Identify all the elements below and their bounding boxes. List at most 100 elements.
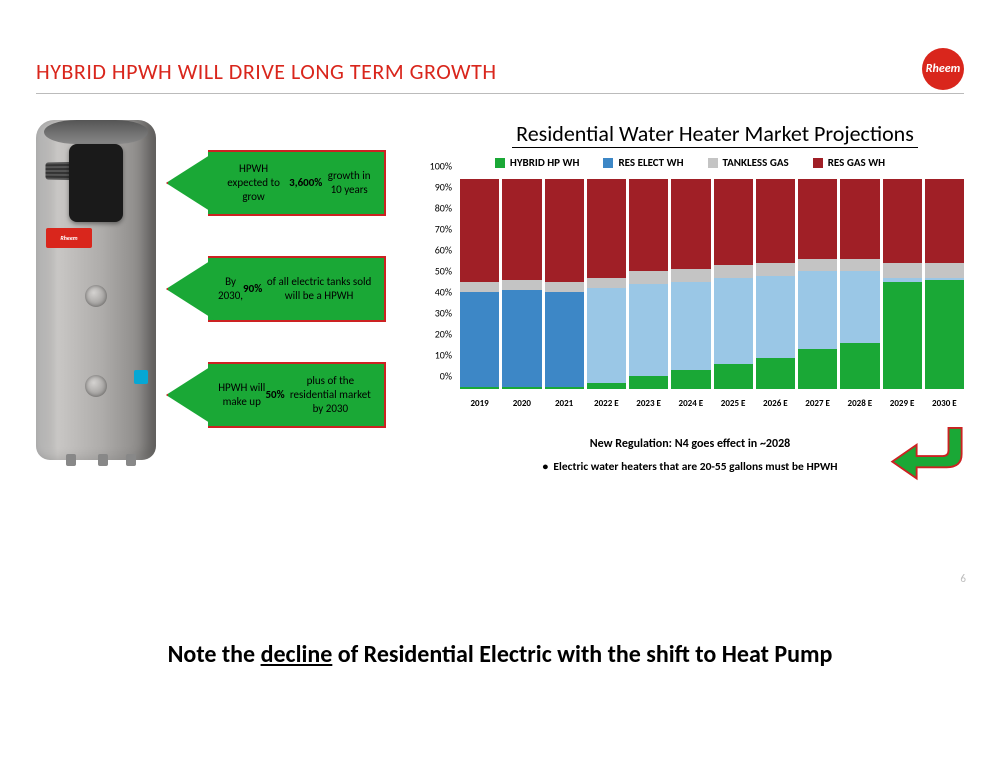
bar-segment (798, 349, 837, 389)
bar-segment (671, 269, 710, 282)
x-tick-label: 2030 E (923, 398, 966, 409)
footer-note: Note the decline of Residential Electric… (0, 640, 1000, 669)
y-tick-label: 0% (440, 370, 452, 383)
callout-arrow: HPWH will make up 50% plus of the reside… (166, 362, 386, 428)
bar-segment (756, 263, 795, 276)
bar-segment (629, 376, 668, 389)
callout-arrow: HPWH expected to grow 3,600% growth in 1… (166, 150, 386, 216)
x-tick-label: 2026 E (754, 398, 797, 409)
bar-segment (587, 383, 626, 389)
bar-column: 2019 (460, 179, 499, 389)
chart-notes: New Regulation: N4 goes effect in ~2028 … (416, 435, 964, 476)
y-axis: 0%10%20%30%40%50%60%70%80%90%100% (416, 179, 456, 389)
heater-brand-label: Rheem (46, 228, 92, 248)
bars-row: 2019202020212022 E2023 E2024 E2025 E2026… (460, 179, 964, 389)
bar-segment (798, 259, 837, 272)
legend-swatch (813, 158, 823, 168)
bar-segment (671, 370, 710, 389)
bar-segment (756, 276, 795, 358)
x-tick-label: 2025 E (712, 398, 755, 409)
y-tick-label: 80% (435, 202, 452, 215)
x-tick-label: 2019 (458, 398, 501, 409)
page-title: HYBRID HPWH WILL DRIVE LONG TERM GROWTH (36, 58, 497, 85)
bar-segment (840, 179, 879, 259)
bar-segment (587, 179, 626, 278)
x-tick-label: 2023 E (627, 398, 670, 409)
bar-segment (840, 259, 879, 272)
y-tick-label: 30% (435, 307, 452, 320)
energy-star-icon (134, 370, 148, 384)
bar-column: 2028 E (840, 179, 879, 389)
bar-column: 2029 E (883, 179, 922, 389)
bar-segment (756, 358, 795, 390)
y-tick-label: 40% (435, 286, 452, 299)
bar-segment (798, 179, 837, 259)
chart-column: Residential Water Heater Market Projecti… (416, 120, 964, 476)
bar-segment (545, 179, 584, 282)
bar-segment (587, 278, 626, 289)
y-tick-label: 70% (435, 223, 452, 236)
bar-segment (545, 282, 584, 293)
bar-segment (502, 179, 541, 280)
bar-segment (545, 387, 584, 389)
bar-segment (798, 271, 837, 349)
bar-segment (545, 292, 584, 387)
bar-column: 2027 E (798, 179, 837, 389)
legend-item: HYBRID HP WH (495, 156, 580, 169)
callout-text: HPWH expected to grow 3,600% growth in 1… (214, 150, 380, 216)
bar-segment (460, 292, 499, 387)
y-tick-label: 20% (435, 328, 452, 341)
bar-column: 2030 E (925, 179, 964, 389)
legend-swatch (603, 158, 613, 168)
chart-note-line1: New Regulation: N4 goes effect in ~2028 (416, 435, 964, 453)
water-heater-image: Rheem (36, 120, 156, 460)
bar-segment (883, 282, 922, 389)
legend-item: RES GAS WH (813, 156, 885, 169)
x-tick-label: 2022 E (585, 398, 628, 409)
bar-segment (883, 263, 922, 278)
x-tick-label: 2021 (543, 398, 586, 409)
bar-segment (840, 271, 879, 342)
bar-segment (460, 387, 499, 389)
bar-segment (671, 282, 710, 370)
bar-segment (460, 282, 499, 293)
legend-item: TANKLESS GAS (708, 156, 789, 169)
bar-column: 2026 E (756, 179, 795, 389)
bar-segment (925, 263, 964, 278)
bar-segment (629, 179, 668, 271)
title-bar: HYBRID HPWH WILL DRIVE LONG TERM GROWTH … (36, 58, 964, 94)
legend-swatch (708, 158, 718, 168)
legend-swatch (495, 158, 505, 168)
bar-column: 2020 (502, 179, 541, 389)
legend-label: TANKLESS GAS (723, 156, 789, 169)
bar-segment (840, 343, 879, 389)
callout-arrows: HPWH expected to grow 3,600% growth in 1… (166, 150, 386, 476)
bar-column: 2023 E (629, 179, 668, 389)
page-number: 6 (960, 572, 966, 585)
legend-label: RES ELECT WH (618, 156, 683, 169)
bar-segment (502, 280, 541, 291)
y-tick-label: 90% (435, 181, 452, 194)
chart-title: Residential Water Heater Market Projecti… (512, 120, 918, 148)
chart-area: 0%10%20%30%40%50%60%70%80%90%100% 201920… (460, 179, 964, 409)
bar-segment (883, 179, 922, 263)
bar-segment (925, 179, 964, 263)
brand-logo: Rheem (922, 48, 964, 90)
legend-label: HYBRID HP WH (510, 156, 580, 169)
bar-column: 2025 E (714, 179, 753, 389)
bar-segment (629, 271, 668, 284)
legend-label: RES GAS WH (828, 156, 885, 169)
bar-segment (714, 179, 753, 265)
x-tick-label: 2029 E (881, 398, 924, 409)
x-tick-label: 2028 E (838, 398, 881, 409)
y-tick-label: 60% (435, 244, 452, 257)
bar-segment (714, 278, 753, 364)
y-tick-label: 50% (435, 265, 452, 278)
bent-arrow-icon (888, 426, 964, 486)
y-tick-label: 100% (430, 160, 452, 173)
bar-column: 2024 E (671, 179, 710, 389)
bar-segment (502, 290, 541, 387)
callout-arrow: By 2030, 90% of all electric tanks sold … (166, 256, 386, 322)
bar-column: 2022 E (587, 179, 626, 389)
bar-segment (629, 284, 668, 376)
